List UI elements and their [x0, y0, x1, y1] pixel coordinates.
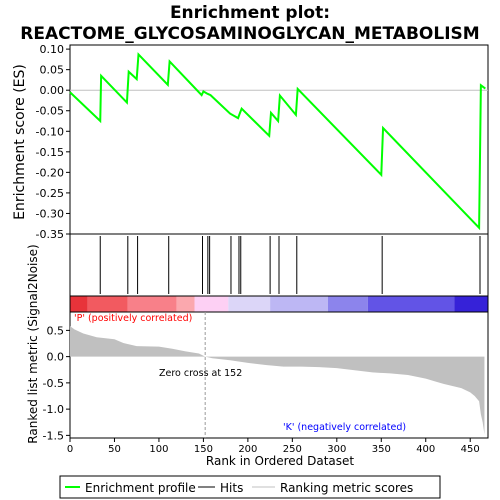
hits-panel [69, 233, 489, 297]
colorbar-band [70, 296, 88, 312]
es-y-tick-label: 0.05 [40, 64, 65, 77]
positive-correlation-label: 'P' (positively correlated) [74, 313, 192, 324]
colorbar-band [454, 296, 488, 312]
es-y-axis-label: Enrichment score (ES) [12, 64, 28, 220]
x-tick-label: 350 [372, 444, 391, 455]
metric-y-axis: 0.5 0.0 -0.5 -1.0 -1.5 [43, 324, 70, 442]
es-y-tick-label: 0.00 [40, 84, 65, 97]
x-tick-label: 50 [108, 444, 121, 455]
colorbar-band [127, 296, 177, 312]
colorbar-panel [69, 295, 489, 313]
colorbar-band [87, 296, 128, 312]
ranked-list-colorbar [70, 296, 488, 312]
es-panel: 0.10 0.05 0.00 -0.05 -0.10 -0.15 -0.20 -0.25 -0.… [12, 43, 489, 241]
negative-correlation-label: 'K' (negatively correlated) [283, 422, 406, 433]
legend-metric-label: Ranking metric scores [280, 481, 413, 495]
x-axis: 0 50 100 150 200 250 300 350 400 450 [67, 438, 480, 455]
x-tick-label: 0 [67, 444, 73, 455]
zero-cross-label: Zero cross at 152 [159, 368, 242, 379]
x-tick-label: 250 [283, 444, 302, 455]
metric-y-tick-label: 0.5 [47, 324, 65, 337]
es-y-tick-label: -0.10 [36, 125, 64, 138]
chart-title-line1: Enrichment plot: [170, 3, 330, 23]
legend: Enrichment profile Hits Ranking metric s… [59, 475, 441, 499]
es-y-tick-label: 0.10 [40, 43, 65, 56]
x-tick-label: 300 [327, 444, 346, 455]
colorbar-band [367, 296, 455, 312]
es-panel-frame [69, 44, 489, 235]
metric-y-tick-label: -0.5 [43, 377, 64, 390]
es-y-tick-label: -0.05 [36, 105, 64, 118]
es-y-tick-label: -0.20 [36, 166, 64, 179]
x-tick-label: 100 [149, 444, 168, 455]
colorbar-band [176, 296, 195, 312]
colorbar-band [327, 296, 368, 312]
legend-es-label: Enrichment profile [85, 481, 196, 495]
x-tick-label: 450 [461, 444, 480, 455]
metric-y-tick-label: -1.0 [43, 403, 64, 416]
metric-y-tick-label: 0.0 [47, 351, 65, 364]
hits-marks [99, 236, 481, 294]
legend-hits-label: Hits [220, 481, 243, 495]
x-axis-label: Rank in Ordered Dataset [206, 454, 354, 468]
metric-y-tick-label: -1.5 [43, 429, 64, 442]
chart-title-line2: REACTOME_GLYCOSAMINOGLYCAN_METABOLISM [20, 24, 479, 44]
legend-frame [59, 475, 441, 499]
ranking-metric-area [70, 326, 485, 435]
x-tick-label: 200 [238, 444, 257, 455]
x-tick-label: 400 [416, 444, 435, 455]
colorbar-band [228, 296, 271, 312]
metric-y-axis-label: Ranked list metric (Signal2Noise) [26, 244, 40, 443]
es-y-tick-label: -0.35 [36, 228, 64, 241]
enrichment-profile-line [69, 52, 486, 231]
es-y-tick-label: -0.25 [36, 187, 64, 200]
es-y-tick-label: -0.30 [36, 207, 64, 220]
x-tick-label: 150 [194, 444, 213, 455]
es-y-tick-label: -0.15 [36, 146, 64, 159]
es-y-axis: 0.10 0.05 0.00 -0.05 -0.10 -0.15 -0.20 -0.25 -0.… [36, 43, 70, 241]
metric-panel: 0.5 0.0 -0.5 -1.0 -1.5 0 50 100 150 200 250 300 350… [26, 244, 489, 468]
colorbar-band [270, 296, 328, 312]
colorbar-band [194, 296, 229, 312]
